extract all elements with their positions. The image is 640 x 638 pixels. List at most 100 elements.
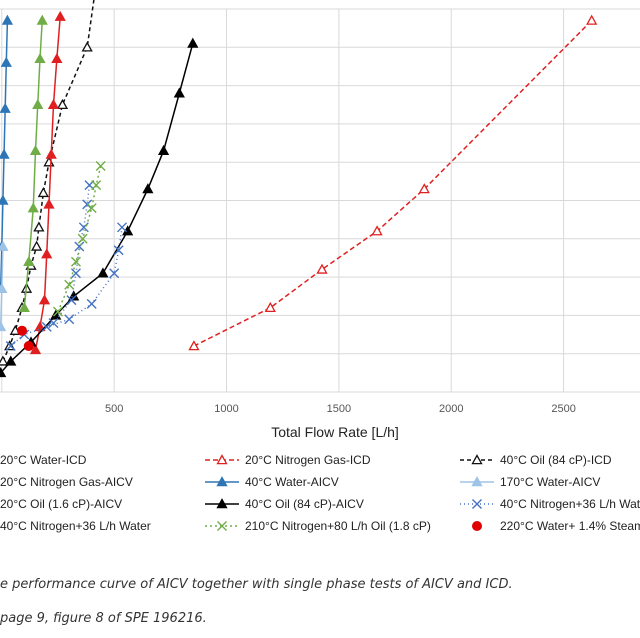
data-point	[45, 148, 57, 159]
legend-label: 40°C Nitrogen+36 L/h Water	[0, 519, 151, 533]
data-point	[41, 248, 53, 259]
legend-entry: 20°C Nitrogen Gas-ICD	[205, 453, 371, 467]
series	[18, 14, 48, 312]
legend-entry: 170°C Water-AICV	[460, 475, 600, 489]
series	[52, 161, 106, 317]
data-point	[91, 180, 102, 191]
data-point	[1, 14, 14, 25]
legend-entry: 40°C Nitrogen+36 L/h Water	[460, 497, 640, 511]
series	[188, 14, 598, 351]
data-point	[109, 268, 120, 279]
data-point	[54, 10, 66, 21]
x-tick-label: 1000	[214, 403, 238, 415]
data-point	[41, 321, 52, 332]
data-point	[0, 240, 9, 251]
data-point	[64, 279, 75, 290]
data-point	[187, 37, 199, 48]
legend-label: 40°C Oil (84 cP)-ICD	[500, 453, 612, 467]
legend-entry: 40°C Oil (84 cP)-ICD	[460, 453, 612, 467]
data-point	[78, 222, 89, 233]
legend-label: 220°C Water+ 1.4% Steam	[500, 519, 640, 533]
x-tick-label: 2000	[439, 403, 463, 415]
data-point	[66, 295, 77, 306]
data-point	[86, 298, 97, 309]
data-point	[0, 367, 7, 378]
x-tick-label: 1500	[327, 403, 351, 415]
data-point	[23, 255, 35, 267]
data-point	[74, 241, 85, 252]
data-point	[216, 454, 228, 465]
series	[29, 10, 66, 355]
data-point	[17, 325, 28, 336]
data-point	[0, 102, 11, 113]
series	[0, 240, 9, 332]
data-point	[36, 14, 48, 25]
data-point	[18, 301, 30, 312]
data-point	[37, 187, 49, 198]
data-point	[43, 198, 55, 209]
series	[17, 325, 34, 352]
data-point	[34, 52, 46, 64]
x-axis-ticks: 500 1000 1500 2000 2500	[105, 403, 576, 415]
data-point	[142, 183, 154, 194]
data-point	[97, 267, 109, 278]
x-axis-title: Total Flow Rate [L/h]	[271, 424, 399, 440]
data-point	[472, 499, 482, 509]
data-point	[117, 222, 128, 233]
data-point	[48, 318, 59, 329]
data-point	[33, 221, 45, 232]
data-point	[56, 98, 69, 109]
data-point	[216, 498, 228, 509]
data-point	[95, 161, 106, 172]
data-point	[113, 245, 124, 256]
data-point	[5, 355, 17, 366]
data-point	[81, 41, 93, 52]
data-point	[217, 521, 227, 531]
data-point	[216, 476, 228, 487]
data-point	[38, 294, 51, 305]
data-point	[0, 194, 9, 205]
legend: 20°C Water-ICD 20°C Nitrogen Gas-ICD 40°C …	[0, 453, 640, 533]
legend-label: 40°C Oil (84 cP)-AICV	[245, 497, 364, 511]
data-point	[86, 203, 97, 214]
data-point	[264, 301, 276, 312]
legend-entry: 40°C Nitrogen+36 L/h Water	[0, 519, 151, 533]
data-point	[586, 14, 598, 25]
data-point	[23, 341, 34, 352]
data-point	[29, 344, 42, 355]
data-point	[52, 306, 63, 317]
data-point	[0, 56, 12, 67]
legend-entry: 20°C Water-ICD	[0, 453, 87, 467]
data-point	[27, 202, 39, 213]
data-point	[472, 521, 482, 531]
data-point	[0, 355, 9, 366]
data-point	[188, 340, 200, 351]
data-point	[77, 233, 88, 244]
data-point	[0, 321, 7, 332]
data-point	[70, 268, 81, 279]
series-group	[0, 0, 598, 378]
data-point	[70, 256, 81, 267]
data-point	[371, 225, 383, 236]
legend-label: 20°C Oil (1.6 cP)-AICV	[0, 497, 122, 511]
legend-label: 20°C Nitrogen Gas-ICD	[245, 453, 371, 467]
legend-entry: 20°C Oil (1.6 cP)-AICV	[0, 497, 122, 511]
data-point	[471, 454, 483, 465]
data-point	[0, 282, 8, 293]
data-point	[418, 183, 430, 194]
data-point	[32, 98, 44, 109]
legend-entry: 210°C Nitrogen+80 L/h Oil (1.8 cP)	[205, 519, 431, 533]
x-tick-label: 500	[105, 403, 123, 415]
data-point	[29, 144, 42, 155]
series	[5, 222, 128, 352]
flow-rate-chart: 500 1000 1500 2000 2500 Total Flow Rate [L/h…	[0, 0, 640, 533]
legend-label: 20°C Nitrogen Gas-AICV	[0, 475, 133, 489]
figure-source: page 9, figure 8 of SPE 196216.	[0, 611, 207, 626]
legend-entry: 40°C Water-AICV	[205, 475, 339, 489]
data-point	[47, 98, 60, 109]
data-point	[64, 314, 75, 325]
legend-label: 210°C Nitrogen+80 L/h Oil (1.8 cP)	[245, 519, 431, 533]
data-point	[157, 144, 170, 155]
data-point	[5, 341, 16, 352]
data-point	[31, 240, 43, 251]
